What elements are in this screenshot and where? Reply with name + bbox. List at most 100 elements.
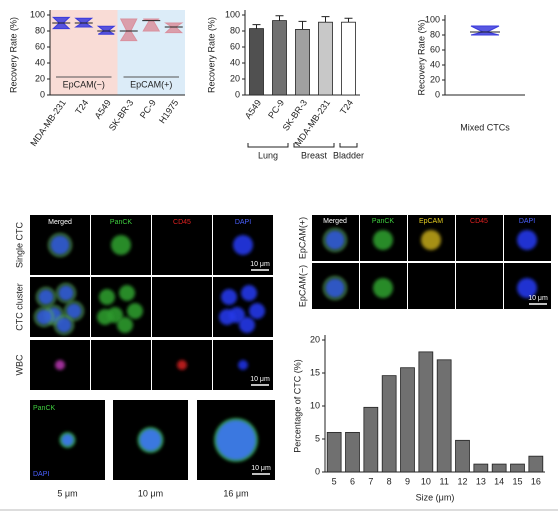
micrograph — [456, 215, 503, 261]
cell-membrane — [64, 301, 84, 321]
cell-membrane — [36, 287, 56, 307]
y-tick-label: 20 — [230, 73, 240, 83]
y-tick-label: 0 — [435, 89, 440, 99]
y-tick-label: 80 — [230, 25, 240, 35]
x-tick-label: T24 — [73, 98, 90, 116]
cell — [325, 278, 345, 298]
bar — [345, 431, 360, 473]
channel-label: CD45 — [173, 219, 191, 226]
channel-label: DAPI — [519, 218, 535, 225]
y-tick-label: 0 — [235, 89, 240, 99]
cell — [119, 285, 135, 301]
cell — [249, 303, 265, 319]
cell — [177, 360, 187, 370]
cell — [238, 360, 248, 370]
cell — [50, 235, 70, 255]
x-tick-label: 10 — [421, 476, 431, 486]
channel-label: EpCAM — [419, 218, 443, 225]
bar — [326, 431, 342, 473]
cell — [517, 278, 537, 298]
x-tick-label: 5 — [332, 476, 337, 486]
size-label: 10 μm — [138, 488, 163, 498]
cell — [127, 303, 143, 319]
y-tick-label: 100 — [225, 9, 240, 19]
cell — [111, 235, 131, 255]
channel-label: Merged — [48, 219, 72, 226]
x-tick-label: A549 — [93, 98, 113, 121]
cell — [219, 309, 235, 325]
bar — [473, 463, 489, 473]
cell-membrane — [34, 307, 54, 327]
cell — [373, 278, 393, 298]
group-bracket — [293, 143, 335, 148]
x-tick-label: 12 — [457, 476, 467, 486]
y-tick-label: 40 — [35, 57, 45, 67]
channel-label: DAPI — [235, 219, 251, 226]
cell — [241, 285, 257, 301]
row-label: Single CTC — [14, 221, 24, 268]
y-axis-label: Recovery Rate (%) — [8, 17, 18, 93]
bar — [249, 28, 264, 96]
scale-label: 10 μm — [251, 465, 271, 472]
group-bracket — [339, 143, 358, 148]
cell — [36, 309, 52, 325]
group-label: Breast — [301, 150, 328, 160]
y-axis-label: Recovery Rate (%) — [206, 17, 216, 93]
y-tick-label: 0 — [315, 466, 320, 476]
bar — [455, 439, 470, 473]
y-tick-label: 60 — [430, 44, 440, 54]
channel-label: PanCK — [372, 218, 395, 225]
cell-membrane — [323, 276, 347, 300]
bar — [295, 28, 310, 96]
cell — [58, 285, 74, 301]
bar — [272, 20, 287, 96]
channel-label: PanCK — [110, 219, 133, 226]
x-tick-label: 11 — [439, 476, 448, 486]
cell — [38, 289, 54, 305]
micrograph — [408, 263, 455, 309]
y-tick-label: 40 — [430, 59, 440, 69]
x-tick-label: A549 — [243, 98, 263, 121]
group-label: Bladder — [333, 150, 364, 160]
bar — [528, 455, 544, 473]
cell — [117, 317, 133, 333]
cell — [216, 420, 256, 460]
x-tick-label: PC-9 — [266, 98, 286, 121]
x-tick-label: H1975 — [157, 98, 180, 125]
cell — [325, 230, 345, 250]
x-axis-label: Size (μm) — [416, 492, 455, 502]
y-tick-label: 80 — [35, 25, 45, 35]
y-tick-label: 15 — [310, 367, 320, 377]
x-tick-label: 8 — [387, 476, 392, 486]
micrograph — [152, 277, 212, 337]
y-tick-label: 80 — [430, 29, 440, 39]
micrograph — [456, 263, 503, 309]
y-tick-label: 60 — [230, 41, 240, 51]
row-label: EpCAM(+) — [297, 217, 307, 259]
x-tick-label: 6 — [350, 476, 355, 486]
x-tick-label: 7 — [368, 476, 373, 486]
y-axis-label: Percentage of CTC (%) — [292, 359, 302, 453]
scale-label: 10 μm — [250, 376, 270, 383]
cell — [66, 303, 82, 319]
bar — [318, 21, 333, 96]
cell-membrane — [48, 233, 72, 257]
group-bracket — [247, 143, 289, 148]
channel-label: PanCK — [33, 405, 56, 412]
micrograph — [152, 215, 212, 275]
y-tick-label: 100 — [425, 14, 440, 24]
x-tick-label: 16 — [531, 476, 541, 486]
group-label: Lung — [258, 150, 278, 160]
x-tick-label: 14 — [494, 476, 504, 486]
channel-label: DAPI — [33, 471, 49, 478]
y-tick-label: 100 — [30, 9, 45, 19]
x-tick-label: MDA-MB-231 — [28, 98, 67, 148]
micrograph — [91, 340, 151, 390]
y-axis-label: Recovery Rate (%) — [416, 19, 426, 95]
cell-membrane — [54, 315, 74, 335]
bar — [491, 463, 507, 473]
error-bar — [321, 16, 330, 23]
cell — [97, 309, 113, 325]
y-tick-label: 60 — [35, 41, 45, 51]
error-bar — [298, 20, 307, 30]
